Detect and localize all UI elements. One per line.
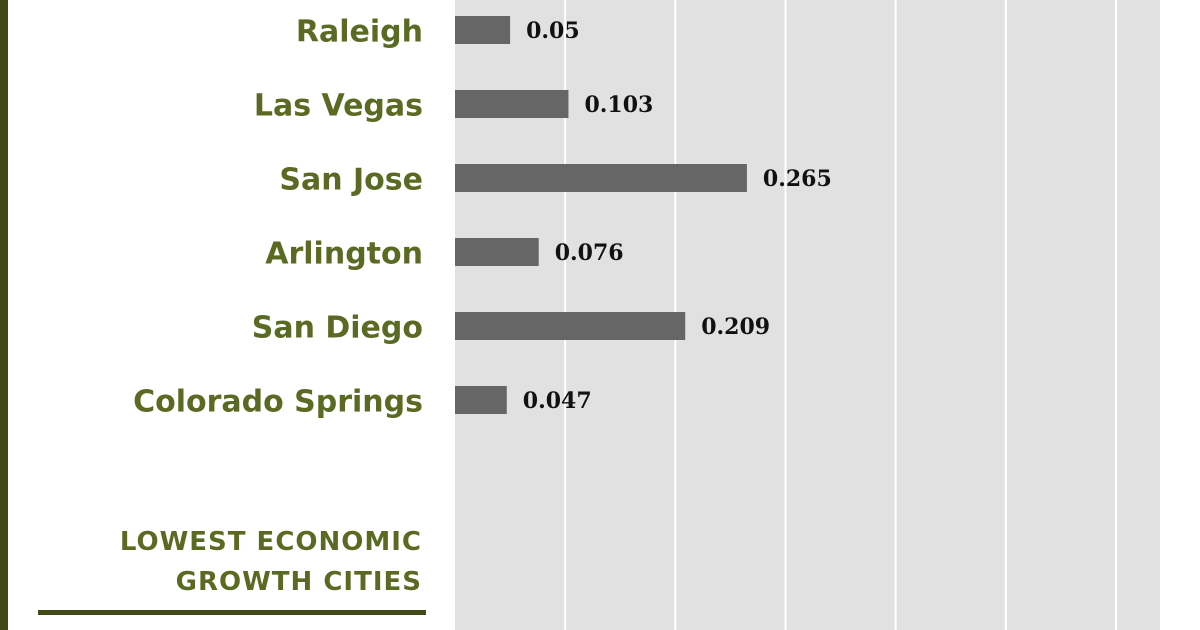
value-label: 0.047 <box>523 388 592 414</box>
category-label: San Jose <box>279 163 423 198</box>
value-label: 0.103 <box>584 92 653 118</box>
section-heading: LOWEST ECONOMIC GROWTH CITIES <box>119 527 422 597</box>
value-label: 0.05 <box>526 18 580 44</box>
bar <box>455 238 539 266</box>
category-label: Las Vegas <box>254 89 423 124</box>
heading-underline <box>38 610 426 615</box>
bar <box>455 386 507 414</box>
value-label: 0.076 <box>555 240 624 266</box>
value-label: 0.209 <box>701 314 770 340</box>
bar <box>455 90 569 118</box>
bar <box>455 164 747 192</box>
bar <box>455 16 511 44</box>
value-label: 0.265 <box>763 166 832 192</box>
category-label: San Diego <box>252 311 423 346</box>
bar <box>455 312 686 340</box>
category-label: Arlington <box>265 237 423 272</box>
category-label: Colorado Springs <box>133 385 423 420</box>
category-label: Raleigh <box>296 15 423 50</box>
left-border <box>0 0 8 630</box>
